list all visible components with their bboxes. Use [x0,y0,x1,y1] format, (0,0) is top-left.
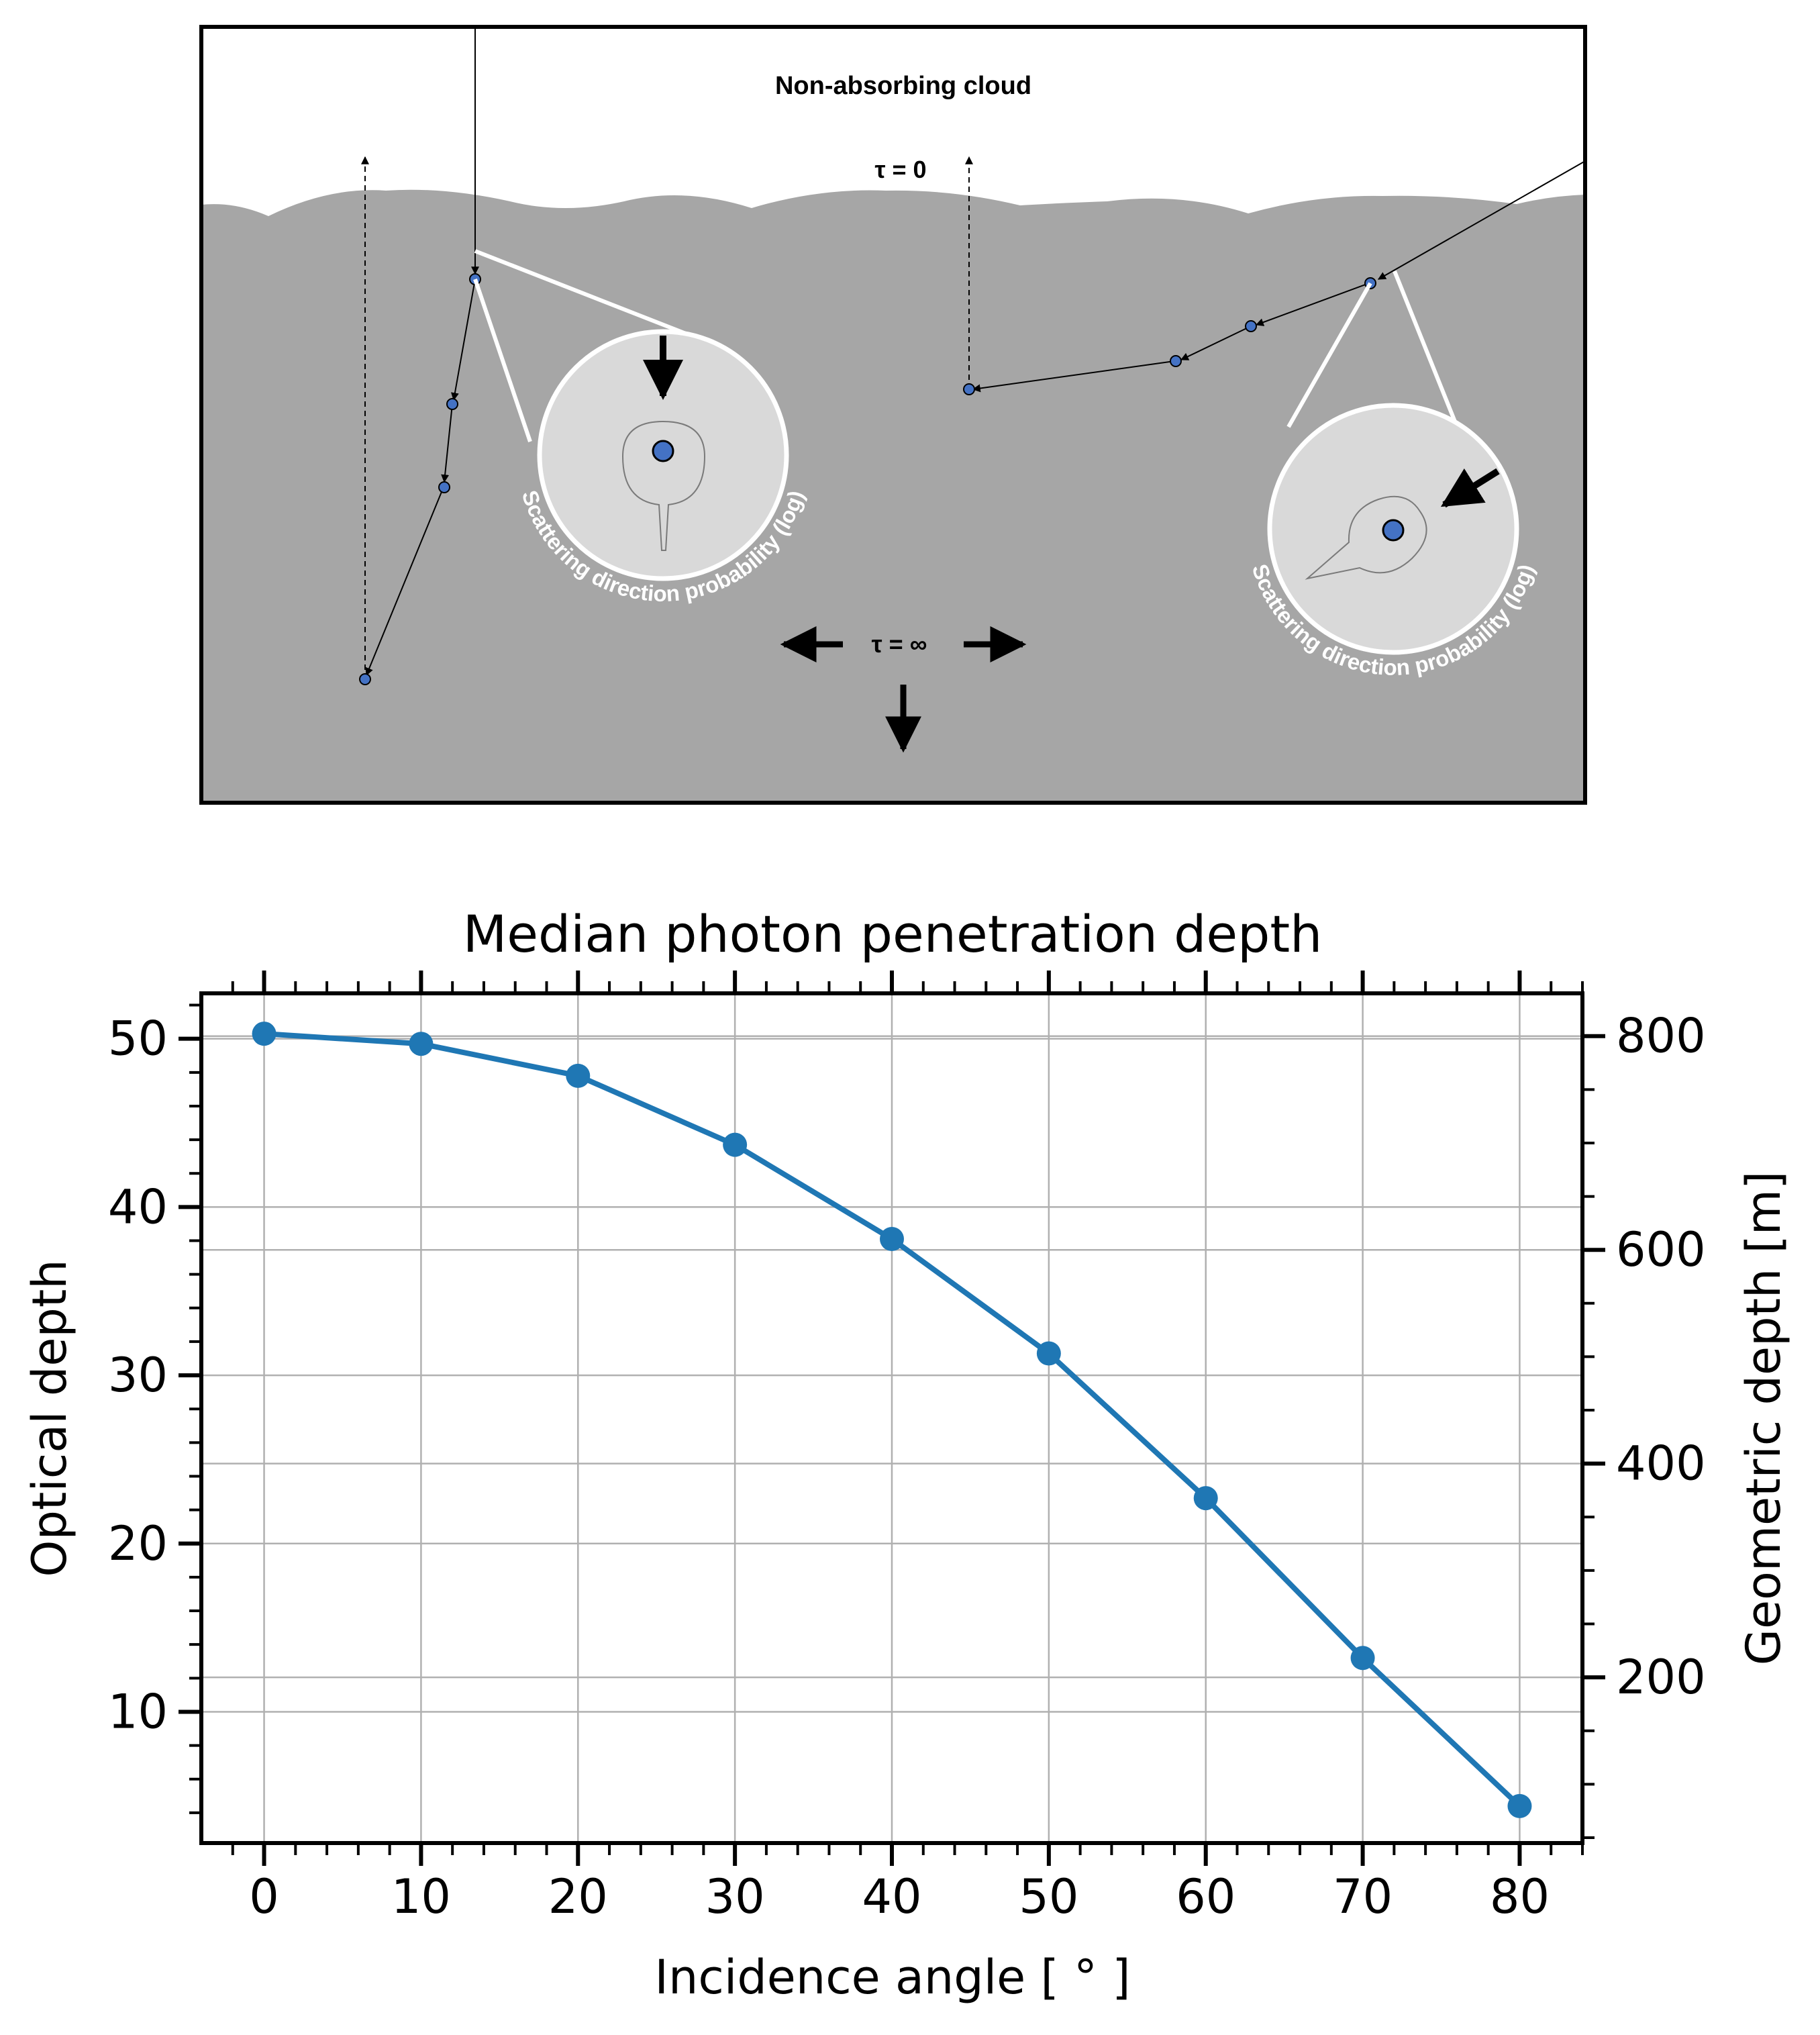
tau-infinity-label: τ = ∞ [872,630,927,658]
y2-tick-label: 800 [1616,1009,1706,1064]
plot-frame [199,991,1584,1845]
tau-zero-label: τ = 0 [874,156,926,183]
data-point [1350,1646,1375,1671]
x-tick-label: 20 [548,1869,608,1924]
cloud-diagram: Non-absorbing cloud τ = 0 τ = ∞ [199,25,1587,805]
x-tick-label: 0 [249,1869,279,1924]
chart-grid [201,993,1582,1843]
y2-axis-label: Geometric depth [m] [1736,1171,1791,1666]
data-point [1193,1486,1218,1511]
x-tick-label: 40 [862,1869,921,1924]
x-tick-label: 60 [1176,1869,1235,1924]
y-tick-label: 20 [108,1516,168,1571]
x-tick-label: 10 [391,1869,451,1924]
data-point [1036,1341,1061,1366]
diagram-frame [199,25,1587,805]
diagram-title: Non-absorbing cloud [775,72,1031,100]
data-point [252,1022,276,1046]
y-tick-label: 40 [108,1179,168,1234]
data-point [880,1227,904,1252]
data-point [566,1063,591,1088]
x-tick-label: 50 [1019,1869,1078,1924]
y2-tick-label: 600 [1616,1222,1706,1277]
chart: Median photon penetration depth 0 10 20 30 4… [22,904,1791,2005]
x-tick-label: 30 [705,1869,765,1924]
incoming-arrow-icon [1440,468,1500,508]
phase-function-shape [1305,495,1427,580]
chart-series [252,1022,1532,1818]
chart-ticks: 0 10 20 30 40 50 60 70 80 10 20 30 40 50 200 400 600 800 [108,971,1706,1924]
x-tick-label: 70 [1333,1869,1393,1924]
data-point [409,1032,434,1056]
data-point [723,1132,748,1157]
phase-function-shape [621,420,706,551]
y2-tick-label: 200 [1616,1650,1706,1705]
chart-title: Median photon penetration depth [463,904,1323,964]
y-tick-label: 50 [108,1011,168,1066]
y-tick-label: 30 [108,1348,168,1403]
data-point [1507,1793,1532,1818]
x-tick-label: 80 [1490,1869,1550,1924]
y2-tick-label: 400 [1616,1436,1706,1491]
photon-path-right [965,156,1586,393]
y-axis-label: Optical depth [22,1259,77,1577]
x-axis-label: Incidence angle [ ° ] [654,1950,1130,2005]
photon-path-left [361,27,479,679]
cloud-body [201,189,1585,803]
y-tick-label: 10 [108,1684,168,1739]
